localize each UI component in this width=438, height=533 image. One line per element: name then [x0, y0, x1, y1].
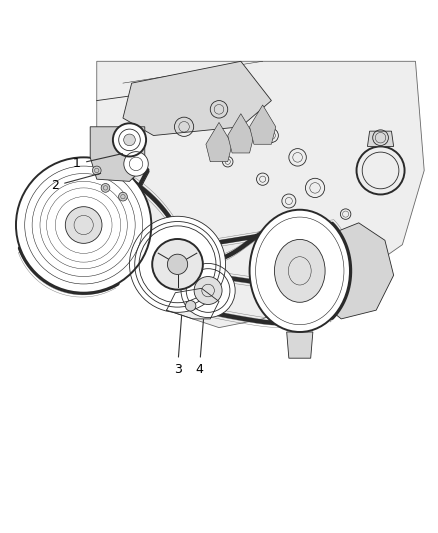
Polygon shape: [90, 127, 145, 181]
Circle shape: [181, 263, 235, 318]
Ellipse shape: [275, 239, 325, 302]
Circle shape: [167, 254, 187, 274]
Polygon shape: [287, 332, 313, 358]
Circle shape: [65, 207, 102, 244]
Circle shape: [16, 157, 151, 293]
Text: 2: 2: [51, 173, 101, 192]
Text: 4: 4: [195, 319, 204, 376]
Circle shape: [92, 166, 101, 175]
Circle shape: [113, 123, 146, 157]
Polygon shape: [250, 105, 276, 144]
Ellipse shape: [250, 210, 350, 332]
Circle shape: [124, 152, 148, 176]
Circle shape: [152, 239, 203, 289]
Polygon shape: [228, 114, 254, 153]
Circle shape: [124, 134, 135, 146]
Polygon shape: [97, 61, 424, 328]
Polygon shape: [206, 123, 232, 161]
Circle shape: [101, 183, 110, 192]
Polygon shape: [315, 223, 394, 319]
Circle shape: [185, 301, 196, 311]
Text: 1: 1: [73, 154, 122, 171]
Text: 3: 3: [173, 315, 182, 376]
Circle shape: [130, 216, 226, 312]
Circle shape: [119, 192, 127, 201]
Polygon shape: [367, 131, 394, 147]
Polygon shape: [123, 61, 272, 135]
Circle shape: [194, 277, 222, 304]
